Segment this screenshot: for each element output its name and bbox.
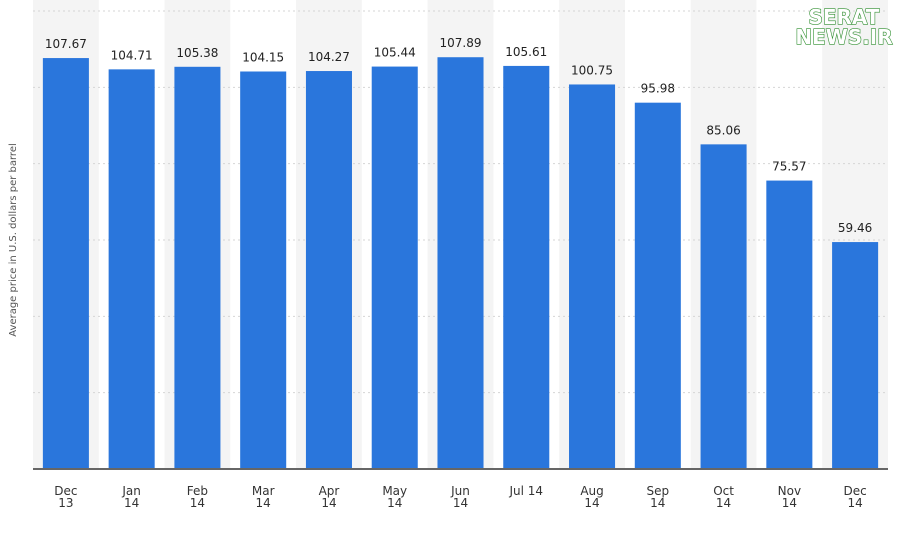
- bar: [240, 71, 287, 469]
- bar: [174, 66, 221, 469]
- bar: [832, 242, 879, 469]
- x-tick-label: Dec 13: [54, 484, 77, 510]
- y-axis-label: Average price in U.S. dollars per barrel: [8, 143, 19, 336]
- x-tick-label: Jul 14: [508, 484, 543, 498]
- bar: [700, 144, 747, 469]
- bar: [766, 180, 813, 469]
- value-label: 75.57: [772, 160, 806, 174]
- x-tick-label: Jan 14: [121, 484, 141, 510]
- watermark: SERAT NEWS.IR: [795, 5, 892, 49]
- x-tick-label: Mar 14: [252, 484, 275, 510]
- x-tick-label: May 14: [382, 484, 407, 510]
- bar: [437, 57, 484, 469]
- value-label: 105.61: [505, 45, 547, 59]
- x-tick-label: Dec 14: [843, 484, 866, 510]
- value-label: 107.67: [45, 37, 87, 51]
- x-tick-label: Jun 14: [450, 484, 470, 510]
- x-tick-label: Apr 14: [319, 484, 340, 510]
- x-tick-label: Aug 14: [580, 484, 603, 510]
- x-tick-label: Oct 14: [713, 484, 734, 510]
- bar: [503, 65, 550, 469]
- value-label: 107.89: [440, 36, 482, 50]
- x-tick-label: Sep 14: [646, 484, 669, 510]
- bar: [108, 69, 155, 469]
- bar: [634, 102, 681, 469]
- x-tick-label: Feb 14: [187, 484, 208, 510]
- value-label: 100.75: [571, 63, 613, 77]
- bar: [569, 84, 616, 470]
- value-label: 59.46: [838, 221, 872, 235]
- value-label: 104.27: [308, 50, 350, 64]
- value-label: 105.38: [176, 46, 218, 60]
- x-tick-label: Nov 14: [778, 484, 801, 510]
- bar: [305, 71, 352, 469]
- bar: [371, 66, 418, 469]
- value-label: 85.06: [706, 123, 740, 137]
- value-label: 104.71: [111, 48, 153, 62]
- bar: [42, 58, 89, 469]
- value-label: 95.98: [641, 82, 675, 96]
- value-label: 105.44: [374, 46, 416, 60]
- value-label: 104.15: [242, 50, 284, 64]
